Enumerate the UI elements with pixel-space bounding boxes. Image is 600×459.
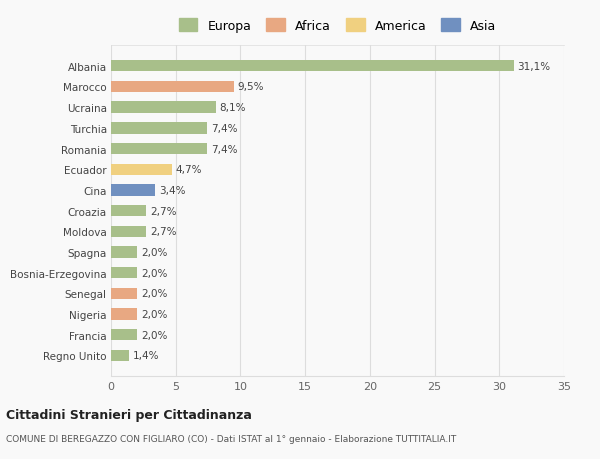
Bar [111,226,146,237]
Bar [111,350,129,361]
Text: 1,4%: 1,4% [133,351,160,361]
Text: Cittadini Stranieri per Cittadinanza: Cittadini Stranieri per Cittadinanza [6,409,252,421]
Text: 4,7%: 4,7% [176,165,202,175]
Bar [111,82,234,93]
Text: 2,0%: 2,0% [141,289,167,299]
Bar [111,102,216,113]
Text: 8,1%: 8,1% [220,103,246,113]
Bar [111,185,155,196]
Text: 2,0%: 2,0% [141,247,167,257]
Text: 2,7%: 2,7% [150,227,176,237]
Text: 2,0%: 2,0% [141,330,167,340]
Bar [111,288,137,299]
Bar [111,247,137,258]
Text: 7,4%: 7,4% [211,144,237,154]
Bar [111,61,514,72]
Text: 3,4%: 3,4% [159,185,185,196]
Text: 31,1%: 31,1% [517,62,551,72]
Bar [111,206,146,217]
Text: 7,4%: 7,4% [211,123,237,134]
Text: 2,0%: 2,0% [141,309,167,319]
Bar [111,123,207,134]
Bar [111,164,172,175]
Bar [111,330,137,341]
Legend: Europa, Africa, America, Asia: Europa, Africa, America, Asia [179,19,496,33]
Bar [111,309,137,320]
Text: COMUNE DI BEREGAZZO CON FIGLIARO (CO) - Dati ISTAT al 1° gennaio - Elaborazione : COMUNE DI BEREGAZZO CON FIGLIARO (CO) - … [6,434,456,443]
Text: 9,5%: 9,5% [238,82,265,92]
Text: 2,0%: 2,0% [141,268,167,278]
Bar [111,144,207,155]
Text: 2,7%: 2,7% [150,206,176,216]
Bar [111,268,137,279]
